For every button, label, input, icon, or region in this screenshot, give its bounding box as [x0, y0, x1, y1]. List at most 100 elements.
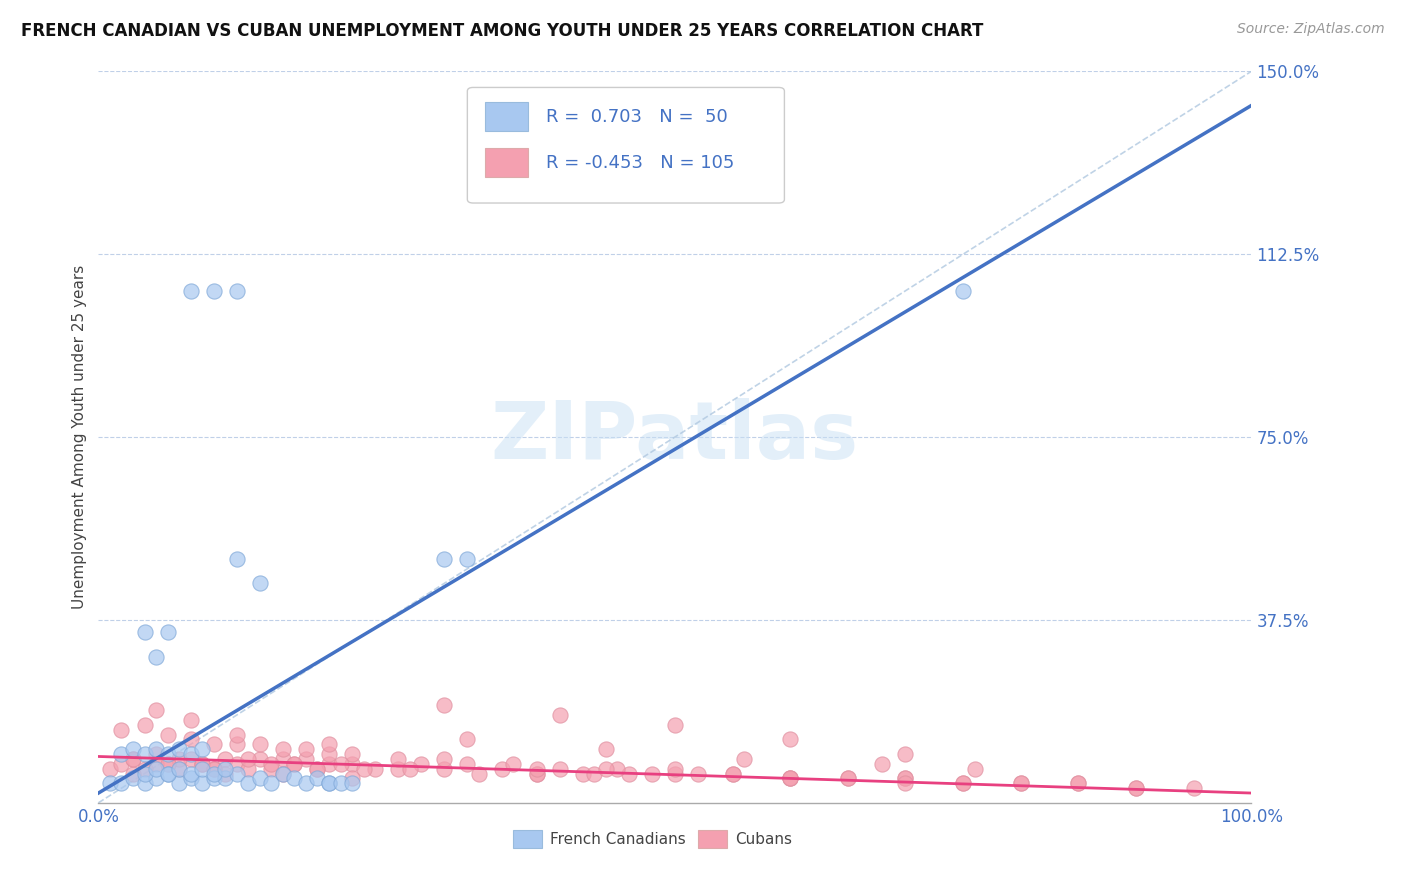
Point: [225, 552, 247, 566]
Point: [641, 766, 664, 780]
Point: [180, 284, 202, 298]
Point: [456, 756, 478, 771]
Point: [295, 752, 318, 766]
Point: [134, 625, 156, 640]
Point: [894, 772, 917, 786]
Point: [214, 766, 236, 780]
Point: [167, 762, 190, 776]
Point: [238, 762, 260, 776]
Point: [180, 752, 202, 766]
Point: [387, 752, 409, 766]
Point: [318, 776, 340, 790]
Point: [145, 649, 167, 664]
Point: [134, 762, 156, 776]
Point: [664, 718, 686, 732]
Point: [249, 737, 271, 751]
Point: [664, 762, 686, 776]
Point: [145, 703, 167, 717]
Point: [225, 756, 247, 771]
Point: [271, 752, 294, 766]
Point: [283, 772, 305, 786]
Point: [238, 752, 260, 766]
Point: [1067, 776, 1090, 790]
Point: [167, 762, 190, 776]
Point: [122, 752, 145, 766]
Point: [1182, 781, 1205, 796]
Point: [526, 766, 548, 780]
Point: [318, 776, 340, 790]
Point: [156, 747, 179, 761]
Point: [340, 747, 363, 761]
Point: [260, 756, 283, 771]
Point: [249, 772, 271, 786]
Point: [329, 756, 352, 771]
Point: [364, 762, 387, 776]
Point: [249, 576, 271, 591]
Point: [110, 747, 132, 761]
Point: [110, 723, 132, 737]
Point: [98, 762, 121, 776]
Point: [411, 756, 433, 771]
Point: [526, 762, 548, 776]
Point: [307, 762, 329, 776]
Point: [202, 737, 225, 751]
Point: [721, 766, 744, 780]
Text: FRENCH CANADIAN VS CUBAN UNEMPLOYMENT AMONG YOUTH UNDER 25 YEARS CORRELATION CHA: FRENCH CANADIAN VS CUBAN UNEMPLOYMENT AM…: [21, 22, 983, 40]
Point: [686, 766, 709, 780]
Point: [225, 737, 247, 751]
Point: [122, 742, 145, 756]
Point: [202, 762, 225, 776]
Point: [134, 776, 156, 790]
Point: [145, 747, 167, 761]
Point: [433, 698, 456, 713]
FancyBboxPatch shape: [485, 148, 529, 178]
Point: [225, 766, 247, 780]
FancyBboxPatch shape: [513, 830, 543, 848]
Point: [122, 752, 145, 766]
Point: [191, 762, 214, 776]
Point: [1067, 776, 1090, 790]
Point: [225, 727, 247, 741]
Point: [963, 762, 986, 776]
Point: [456, 732, 478, 747]
Point: [779, 772, 801, 786]
Point: [180, 766, 202, 780]
Point: [191, 756, 214, 771]
Point: [180, 772, 202, 786]
Point: [295, 776, 318, 790]
Point: [340, 776, 363, 790]
Point: [134, 747, 156, 761]
Point: [779, 732, 801, 747]
FancyBboxPatch shape: [467, 87, 785, 203]
Text: French Canadians: French Canadians: [550, 832, 686, 847]
Point: [387, 762, 409, 776]
Point: [1010, 776, 1032, 790]
Point: [191, 756, 214, 771]
Point: [398, 762, 420, 776]
Point: [283, 756, 305, 771]
Point: [433, 552, 456, 566]
Text: Source: ZipAtlas.com: Source: ZipAtlas.com: [1237, 22, 1385, 37]
Point: [110, 776, 132, 790]
FancyBboxPatch shape: [697, 830, 727, 848]
Point: [271, 742, 294, 756]
Point: [952, 776, 974, 790]
Point: [595, 762, 617, 776]
Point: [617, 766, 640, 780]
Point: [214, 772, 236, 786]
Point: [721, 766, 744, 780]
Point: [271, 766, 294, 780]
Point: [156, 625, 179, 640]
Point: [98, 776, 121, 790]
Point: [202, 772, 225, 786]
Point: [894, 747, 917, 761]
Point: [340, 756, 363, 771]
Point: [134, 718, 156, 732]
Point: [180, 747, 202, 761]
Point: [167, 742, 190, 756]
Point: [1125, 781, 1147, 796]
Point: [779, 772, 801, 786]
Point: [145, 742, 167, 756]
Point: [134, 766, 156, 780]
Text: R = -0.453   N = 105: R = -0.453 N = 105: [546, 153, 734, 172]
